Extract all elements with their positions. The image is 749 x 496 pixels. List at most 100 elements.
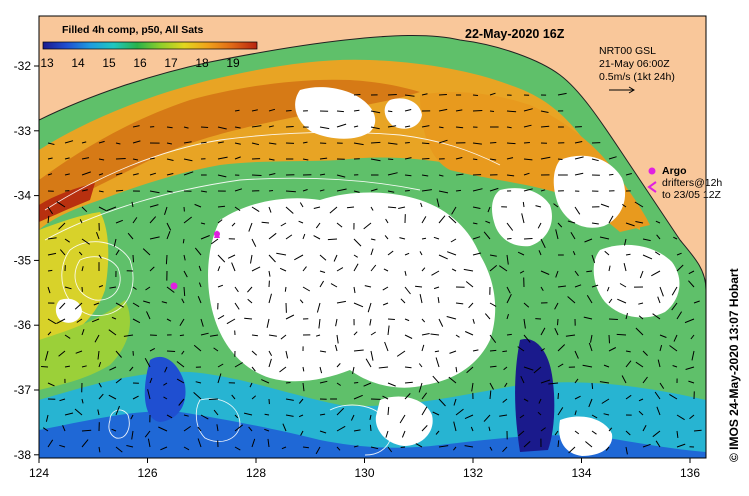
current-vector xyxy=(449,350,457,354)
plot-frame xyxy=(38,15,707,459)
argo-float-marker[interactable] xyxy=(170,282,178,290)
current-vector xyxy=(455,366,458,373)
current-vector xyxy=(166,414,173,419)
current-vector xyxy=(557,285,566,288)
current-vector xyxy=(285,190,296,193)
current-vector xyxy=(75,350,83,354)
current-vector xyxy=(370,206,374,211)
current-vector xyxy=(673,236,678,240)
current-vector xyxy=(502,398,508,403)
current-vector xyxy=(106,206,117,212)
current-vector xyxy=(455,408,464,416)
current-vector xyxy=(59,398,66,402)
current-vector xyxy=(132,318,141,324)
current-vector xyxy=(676,252,682,256)
current-vector xyxy=(635,221,644,224)
current-vector xyxy=(268,190,274,192)
current-vector xyxy=(554,302,559,310)
current-vector xyxy=(438,126,444,129)
colorbar-tick-label: 15 xyxy=(102,56,116,70)
current-vector xyxy=(111,316,117,320)
current-vector xyxy=(149,347,156,352)
argo-legend-icon xyxy=(648,167,656,175)
current-vector xyxy=(489,254,497,257)
current-vector xyxy=(81,329,85,336)
current-vector xyxy=(302,266,307,272)
current-vector xyxy=(485,220,491,224)
current-vector xyxy=(369,424,372,432)
current-vector xyxy=(267,438,270,448)
y-tick-label: -35 xyxy=(14,253,32,267)
current-vector xyxy=(81,238,90,245)
current-vector xyxy=(64,412,74,416)
current-vector xyxy=(624,238,627,246)
current-vector xyxy=(404,174,412,177)
current-vector xyxy=(489,302,497,307)
current-vector xyxy=(591,254,596,263)
current-vector xyxy=(652,430,661,438)
current-vector xyxy=(437,297,440,304)
current-vector xyxy=(489,365,497,368)
current-vector xyxy=(200,414,209,420)
current-vector xyxy=(385,218,389,224)
info-block: NRT00 GSL 21-May 06:00Z 0.5m/s (1kt 24h) xyxy=(599,45,675,94)
current-vector xyxy=(352,366,355,375)
current-vector xyxy=(421,425,428,432)
current-vector xyxy=(438,318,444,327)
scale-arrow-icon xyxy=(609,86,635,94)
current-vector xyxy=(617,298,627,304)
current-vector xyxy=(98,190,104,193)
current-vector xyxy=(302,141,308,144)
current-vector xyxy=(353,94,361,96)
current-vector xyxy=(163,396,168,400)
current-vector xyxy=(64,365,70,368)
current-vector xyxy=(421,267,426,272)
current-vector xyxy=(108,329,117,336)
current-vector xyxy=(58,350,66,357)
current-vector xyxy=(183,425,191,432)
current-vector xyxy=(319,157,328,160)
current-vector xyxy=(574,270,579,277)
current-vector xyxy=(522,201,525,208)
current-vector xyxy=(588,398,593,408)
current-vector xyxy=(387,406,390,416)
current-vector xyxy=(335,318,338,327)
current-vector xyxy=(217,254,226,263)
current-vector xyxy=(642,254,653,260)
cloud-se xyxy=(593,244,680,318)
current-vector xyxy=(421,93,428,96)
current-vector xyxy=(319,350,327,353)
current-vector xyxy=(489,187,499,192)
current-vector xyxy=(248,222,253,232)
cloud-east-1 xyxy=(492,188,552,247)
current-vector xyxy=(540,125,550,128)
current-vector xyxy=(583,316,593,320)
current-vector xyxy=(336,382,341,386)
current-vector xyxy=(42,427,49,432)
current-vector xyxy=(353,125,359,128)
cloud-north-small xyxy=(384,98,422,129)
legend: Argo drifters@12h to 23/05 12Z xyxy=(647,165,722,201)
current-vector xyxy=(81,439,89,448)
current-vector xyxy=(302,286,311,292)
current-vector xyxy=(455,189,462,192)
y-tick-label: -36 xyxy=(14,318,32,332)
current-vector xyxy=(217,205,226,208)
current-vector xyxy=(353,382,359,384)
sst-lime-west xyxy=(39,300,130,390)
current-vector xyxy=(438,174,444,177)
current-vector xyxy=(387,110,393,113)
current-vector xyxy=(384,235,389,240)
drifter-marker[interactable] xyxy=(214,230,220,238)
current-vector xyxy=(217,156,228,160)
current-vector xyxy=(404,286,411,295)
current-vector xyxy=(316,302,321,313)
current-vector xyxy=(387,318,395,320)
current-vector xyxy=(193,344,202,352)
current-vector xyxy=(149,216,157,224)
current-vector xyxy=(247,286,253,293)
current-vector xyxy=(689,414,695,420)
current-vector xyxy=(183,414,189,417)
current-vector xyxy=(284,286,287,292)
current-vector xyxy=(367,302,372,313)
